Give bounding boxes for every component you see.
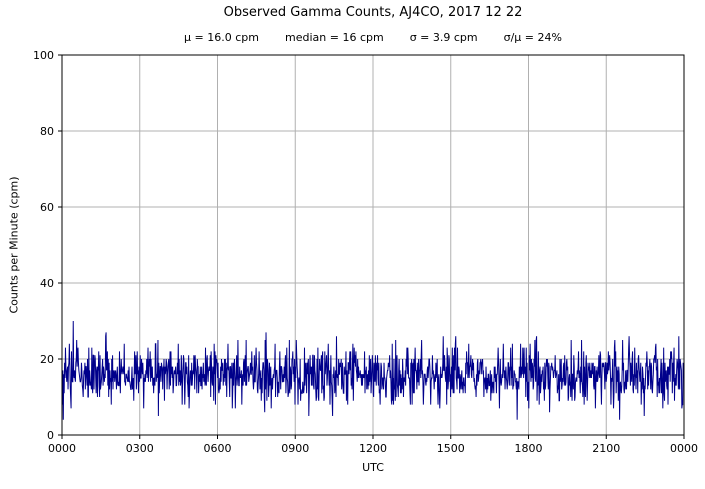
svg-text:2100: 2100 [592,442,620,455]
svg-text:0000: 0000 [670,442,698,455]
svg-text:20: 20 [40,353,54,366]
svg-text:1500: 1500 [437,442,465,455]
svg-text:1200: 1200 [359,442,387,455]
svg-text:0000: 0000 [48,442,76,455]
chart-title: Observed Gamma Counts, AJ4CO, 2017 12 22 [223,5,523,20]
x-axis-label: UTC [362,461,384,474]
stat-mean: μ = 16.0 cpm [184,31,259,44]
svg-text:0: 0 [47,429,54,442]
stat-sigma-over-mu: σ/μ = 24% [503,31,562,44]
svg-text:0600: 0600 [204,442,232,455]
stat-sigma: σ = 3.9 cpm [409,31,478,44]
stat-median: median = 16 cpm [285,31,384,44]
chart-stats-line: μ = 16.0 cpm median = 16 cpm σ = 3.9 cpm… [62,31,684,44]
svg-text:60: 60 [40,201,54,214]
svg-text:1800: 1800 [515,442,543,455]
svg-text:80: 80 [40,125,54,138]
svg-text:0900: 0900 [281,442,309,455]
svg-text:40: 40 [40,277,54,290]
svg-text:0300: 0300 [126,442,154,455]
svg-text:100: 100 [33,49,54,62]
